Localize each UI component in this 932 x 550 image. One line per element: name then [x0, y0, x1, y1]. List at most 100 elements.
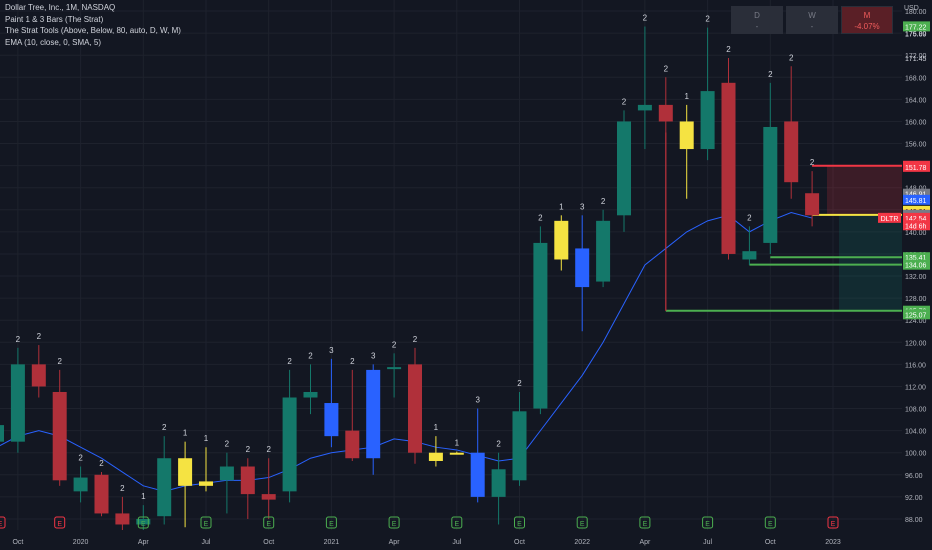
candle-body[interactable]: [115, 513, 130, 525]
strat-number-label: 1: [183, 429, 188, 438]
price-axis-tick-label: 112.00: [905, 384, 926, 391]
price-axis-tag: [903, 188, 930, 199]
candle-body[interactable]: [700, 91, 715, 150]
candle-body[interactable]: [94, 474, 109, 514]
earnings-marker-icon[interactable]: [514, 516, 525, 529]
strat-number-label: 2: [810, 158, 815, 167]
strat-number-label: 2: [16, 335, 21, 344]
candle-body[interactable]: [784, 121, 799, 183]
price-axis-tick-label: 120.00: [905, 340, 927, 347]
candle-body[interactable]: [742, 251, 757, 260]
earnings-marker-icon[interactable]: [54, 516, 66, 529]
candle-body[interactable]: [575, 248, 590, 288]
candle-body[interactable]: [617, 121, 631, 216]
earnings-marker-label: E: [392, 521, 397, 528]
earnings-marker-icon[interactable]: [764, 516, 776, 529]
earnings-marker-icon[interactable]: [639, 516, 651, 529]
candle-body[interactable]: [303, 391, 318, 398]
candle-body[interactable]: [721, 82, 736, 254]
price-axis-tag-label: 134.06: [905, 263, 927, 270]
candle-body[interactable]: [366, 369, 381, 459]
candle-body[interactable]: [199, 481, 213, 486]
price-axis-tick-label: 140.00: [905, 230, 927, 237]
earnings-marker-icon[interactable]: [137, 516, 149, 529]
price-axis-tick-label: 100.00: [905, 451, 927, 458]
price-axis-tick-label: 176.00: [905, 31, 927, 38]
candle-body[interactable]: [0, 425, 4, 442]
strat-number-label: 2: [517, 379, 522, 388]
candle-body[interactable]: [491, 469, 506, 497]
price-axis-tick-label: 160.00: [905, 119, 927, 126]
timeframe-weekly[interactable]: W -: [786, 6, 838, 34]
strat-number-label: 2: [350, 357, 355, 366]
earnings-marker-icon[interactable]: [263, 516, 275, 529]
symbol-tag: [878, 212, 901, 223]
time-axis-tick-label: Apr: [138, 539, 150, 546]
earnings-marker-label: E: [266, 521, 271, 528]
strat-number-label: 3: [580, 202, 585, 211]
timeframe-weekly-value: -: [810, 22, 814, 31]
time-axis-tick-label: 2021: [324, 539, 340, 546]
price-axis-tick-label: 124.00: [905, 318, 927, 325]
strat-number-label: 2: [225, 440, 230, 449]
candle-body[interactable]: [533, 242, 548, 409]
candle-body[interactable]: [679, 121, 694, 150]
timeframe-daily-label: D: [754, 11, 760, 20]
price-axis-tag-label: 171.45: [905, 56, 927, 63]
candle-body[interactable]: [324, 403, 339, 437]
price-axis-tag-label: 125.07: [905, 312, 927, 319]
earnings-marker-icon[interactable]: [0, 516, 6, 529]
candle-body[interactable]: [157, 458, 172, 517]
price-axis-tag: [903, 309, 930, 320]
time-axis-tick-label: Jul: [703, 539, 712, 546]
earnings-marker-icon[interactable]: [827, 516, 839, 529]
strat-number-label: 2: [246, 445, 251, 454]
candle-body[interactable]: [512, 411, 527, 481]
candle-body[interactable]: [763, 126, 778, 243]
earnings-marker-label: E: [454, 521, 459, 528]
candle-body[interactable]: [805, 193, 820, 216]
timeframe-monthly[interactable]: M -4.07%: [841, 6, 893, 34]
candle-body[interactable]: [31, 364, 46, 387]
candle-body[interactable]: [428, 452, 443, 461]
strat-number-label: 3: [475, 396, 480, 405]
candle-body[interactable]: [637, 104, 652, 111]
earnings-marker-icon[interactable]: [451, 516, 463, 529]
candle-body[interactable]: [658, 104, 673, 122]
price-axis-tick-label: 104.00: [905, 429, 927, 436]
earnings-marker-icon[interactable]: [576, 516, 588, 529]
candle-body[interactable]: [219, 466, 234, 481]
candle-body[interactable]: [596, 220, 611, 282]
time-axis-tick-label: Oct: [514, 539, 525, 546]
earnings-marker-icon[interactable]: [200, 516, 212, 529]
strat-number-label: 1: [684, 92, 689, 101]
candle-body[interactable]: [73, 477, 88, 492]
candle-body[interactable]: [408, 364, 422, 453]
price-axis-tick-label: 164.00: [905, 97, 927, 104]
candle-body[interactable]: [240, 466, 255, 495]
earnings-marker-label: E: [204, 521, 209, 528]
candle-body[interactable]: [470, 452, 485, 497]
candle-body[interactable]: [52, 391, 67, 481]
candle-body[interactable]: [282, 397, 297, 492]
candle-body[interactable]: [261, 494, 276, 500]
candle-body[interactable]: [345, 430, 360, 459]
candle-body[interactable]: [387, 367, 402, 370]
candle-body[interactable]: [449, 452, 464, 455]
candle-body[interactable]: [178, 458, 193, 486]
time-axis-tick-label: 2023: [825, 539, 841, 546]
earnings-marker-icon[interactable]: [702, 516, 714, 529]
candle-body[interactable]: [136, 518, 151, 525]
price-axis-tag-label: 145.81: [905, 198, 927, 205]
candle-body[interactable]: [554, 220, 569, 260]
timeframe-daily[interactable]: D -: [731, 6, 783, 34]
earnings-marker-icon[interactable]: [325, 516, 337, 529]
earnings-marker-icon[interactable]: [388, 516, 400, 529]
candle-body[interactable]: [10, 364, 25, 442]
strat-number-label: 2: [664, 64, 669, 73]
time-axis-tick-label: 2022: [574, 539, 590, 546]
strat-number-label: 2: [162, 423, 167, 432]
strat-number-label: 2: [78, 454, 83, 463]
